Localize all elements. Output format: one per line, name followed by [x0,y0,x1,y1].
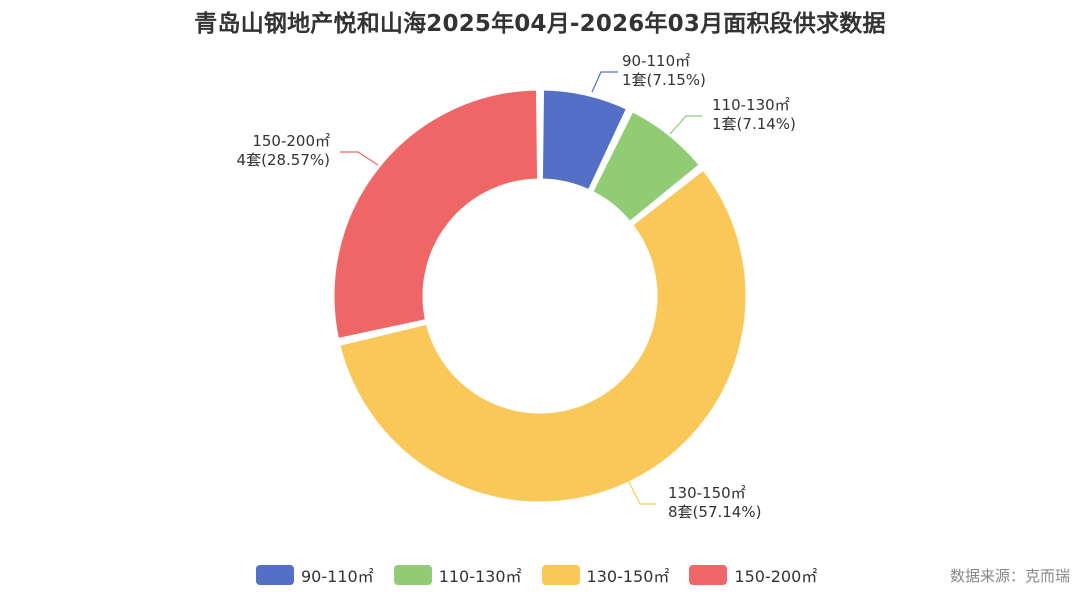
slice-label-name: 110-130㎡ [712,96,790,114]
legend-label: 130-150㎡ [586,567,670,586]
legend: 90-110㎡ 110-130㎡ 130-150㎡ 150-200㎡ [256,562,837,588]
legend-item-130-150[interactable]: 130-150㎡ [541,563,670,587]
legend-swatch [541,565,580,585]
data-source: 数据来源：克而瑞 [949,567,1070,585]
legend-swatch [393,565,432,585]
slice-label-count: 1套(7.15%) [622,71,706,89]
slice-label-count: 8套(57.14%) [668,503,761,521]
slice-label-name: 90-110㎡ [622,52,690,70]
slice-label-name: 130-150㎡ [668,484,746,502]
pie-slice-3[interactable] [331,87,541,342]
legend-item-110-130[interactable]: 110-130㎡ [393,563,522,587]
pie-slice-0[interactable] [539,87,630,193]
chart-title: 青岛山钢地产悦和山海2025年04月-2026年03月面积段供求数据 [194,11,886,37]
pie-slice-1[interactable] [590,109,702,225]
label-leader-line [627,479,656,505]
label-leader-line [669,115,702,135]
legend-label: 110-130㎡ [438,567,522,586]
slice-label-count: 4套(28.57%) [237,151,330,169]
label-leader-line [591,71,618,93]
slice-label-name: 150-200㎡ [252,132,330,150]
pie-slice-2[interactable] [337,167,749,505]
legend-label: 150-200㎡ [734,567,818,586]
legend-item-90-110[interactable]: 90-110㎡ [256,563,374,587]
legend-item-150-200[interactable]: 150-200㎡ [689,563,817,587]
slices-layer [331,87,749,505]
legend-swatch [256,565,294,585]
legend-label: 90-110㎡ [301,567,374,586]
label-leader-line [340,151,379,166]
slice-label-count: 1套(7.14%) [712,115,796,133]
legend-swatch [689,565,728,585]
